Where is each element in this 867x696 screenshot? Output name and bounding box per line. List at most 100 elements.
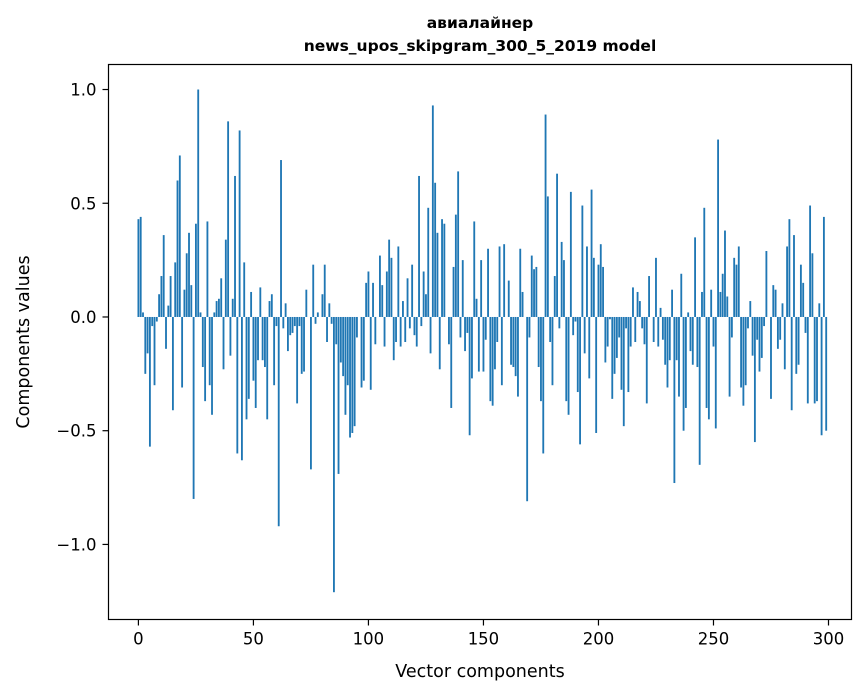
bar: [151, 316, 154, 327]
bar: [781, 303, 784, 317]
bar: [466, 316, 469, 333]
bar: [592, 257, 595, 317]
bar: [574, 316, 577, 322]
bar: [289, 316, 292, 336]
bar: [436, 232, 439, 317]
bar: [588, 316, 591, 379]
bar: [411, 264, 414, 317]
bar: [546, 196, 549, 317]
bar: [174, 262, 177, 317]
bar: [618, 316, 621, 338]
bar: [563, 260, 565, 317]
bar: [190, 285, 193, 317]
bar: [397, 246, 400, 317]
bar: [298, 316, 301, 327]
bar: [273, 316, 276, 386]
bar: [793, 235, 795, 317]
bar: [427, 207, 430, 317]
bar: [599, 244, 602, 317]
bar: [385, 271, 388, 317]
bar: [312, 264, 315, 317]
x-tick-label: 100: [353, 630, 385, 649]
bar: [565, 316, 568, 402]
bar: [779, 316, 782, 340]
bar: [707, 316, 710, 420]
bar: [162, 235, 165, 317]
bar: [300, 316, 303, 374]
bar: [287, 316, 289, 352]
bar: [643, 316, 646, 345]
bar: [146, 316, 149, 354]
bar: [201, 316, 204, 368]
bar: [825, 316, 828, 431]
bar: [500, 316, 503, 386]
bar: [553, 276, 556, 317]
bar: [406, 278, 409, 317]
bar: [701, 291, 703, 317]
bar: [362, 316, 365, 381]
bar: [813, 316, 816, 404]
bar: [231, 298, 234, 317]
bar: [266, 316, 269, 420]
bar: [333, 316, 335, 593]
bar: [673, 316, 676, 484]
bar: [369, 316, 372, 390]
bar: [512, 316, 515, 368]
bar: [188, 232, 190, 317]
bar: [259, 287, 262, 317]
bar: [487, 248, 489, 317]
bar: [234, 175, 236, 317]
bar: [632, 287, 634, 317]
bar: [664, 316, 667, 365]
bar: [204, 316, 207, 402]
bar: [609, 316, 611, 320]
bar: [783, 316, 786, 370]
bar: [818, 303, 821, 317]
bar: [498, 246, 501, 317]
bar: [678, 316, 680, 397]
bar: [381, 285, 384, 317]
bar: [484, 316, 487, 340]
bar: [330, 316, 333, 324]
bar: [464, 316, 466, 352]
bar: [346, 316, 349, 386]
bar: [176, 180, 179, 317]
bar: [595, 316, 598, 433]
bar: [326, 316, 328, 342]
bar: [185, 253, 188, 317]
bar: [514, 316, 517, 377]
bar: [620, 316, 623, 390]
bar: [576, 316, 579, 393]
bar: [816, 316, 818, 402]
bar: [229, 316, 232, 356]
bar: [171, 316, 174, 411]
bar: [415, 316, 418, 347]
bar: [429, 316, 432, 354]
bar: [776, 316, 779, 349]
bar: [475, 298, 478, 317]
bar: [413, 316, 416, 336]
bar: [774, 289, 777, 317]
bar: [395, 316, 397, 342]
bar: [293, 316, 296, 327]
bar: [245, 316, 248, 420]
bar: [192, 316, 195, 499]
bar: [788, 219, 791, 317]
bar: [471, 316, 473, 379]
bar: [296, 316, 299, 404]
bar: [208, 316, 211, 386]
bar: [148, 316, 151, 447]
bar: [733, 257, 736, 317]
bar: [457, 171, 460, 317]
bar: [452, 266, 455, 317]
bar: [533, 269, 535, 317]
bar: [756, 316, 759, 340]
bar: [314, 316, 317, 324]
bar: [468, 316, 471, 436]
bar: [335, 316, 338, 345]
bar: [399, 316, 402, 347]
bar: [213, 312, 216, 317]
bar: [567, 316, 570, 415]
bar: [181, 316, 184, 388]
bar: [153, 316, 156, 386]
